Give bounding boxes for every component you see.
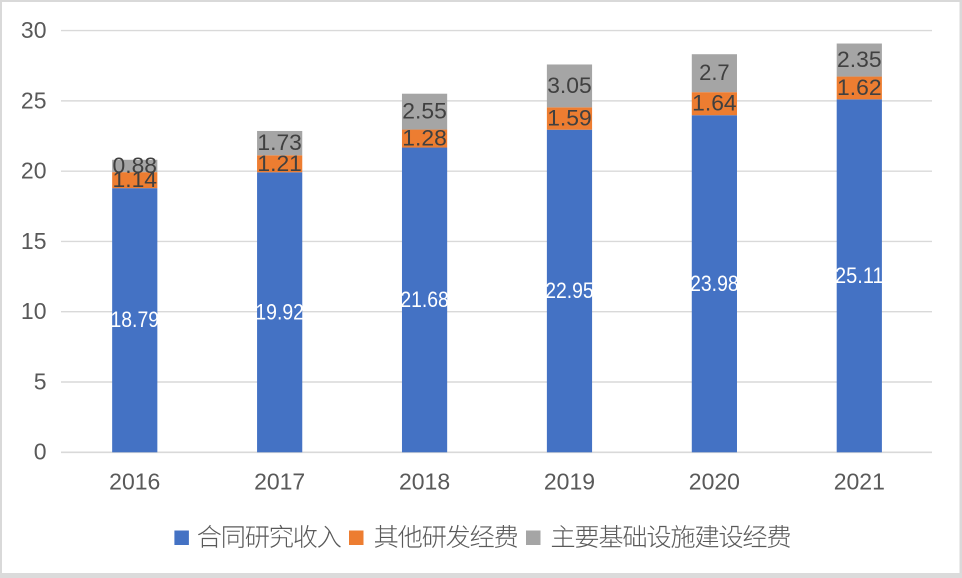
svg-text:2016: 2016 <box>109 468 160 494</box>
svg-text:15: 15 <box>21 228 47 254</box>
svg-text:0.88: 0.88 <box>113 153 158 178</box>
svg-text:2020: 2020 <box>689 468 740 494</box>
svg-text:1.28: 1.28 <box>402 126 447 151</box>
svg-text:0: 0 <box>34 439 47 465</box>
svg-text:1.73: 1.73 <box>257 130 302 155</box>
svg-text:2.55: 2.55 <box>402 99 447 124</box>
svg-text:20: 20 <box>21 158 47 184</box>
svg-text:2017: 2017 <box>254 468 305 494</box>
svg-text:1.62: 1.62 <box>837 75 882 100</box>
svg-text:2019: 2019 <box>544 468 595 494</box>
svg-text:2.7: 2.7 <box>699 60 730 85</box>
svg-text:25.11: 25.11 <box>835 263 884 288</box>
svg-text:10: 10 <box>21 298 47 324</box>
svg-text:2018: 2018 <box>399 468 450 494</box>
svg-text:19.92: 19.92 <box>255 299 304 324</box>
svg-text:18.79: 18.79 <box>111 307 160 332</box>
svg-text:23.98: 23.98 <box>690 271 739 296</box>
svg-text:1.14: 1.14 <box>113 167 158 192</box>
svg-text:3.05: 3.05 <box>547 73 592 98</box>
svg-text:1.64: 1.64 <box>692 91 737 116</box>
svg-text:22.95: 22.95 <box>545 278 594 303</box>
svg-text:2.35: 2.35 <box>837 47 882 72</box>
svg-text:30: 30 <box>21 17 47 43</box>
svg-text:25: 25 <box>21 87 47 113</box>
svg-text:21.68: 21.68 <box>400 287 449 312</box>
svg-text:2021: 2021 <box>834 468 885 494</box>
svg-text:1.21: 1.21 <box>257 151 302 176</box>
svg-text:5: 5 <box>34 368 47 394</box>
svg-text:1.59: 1.59 <box>547 106 592 131</box>
